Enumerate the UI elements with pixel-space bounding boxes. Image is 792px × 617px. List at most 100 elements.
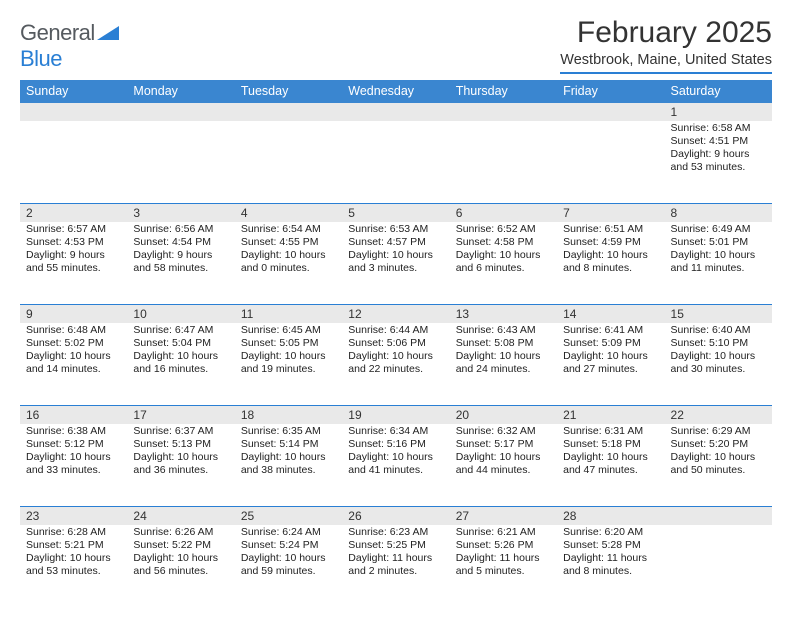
day-cell-body: Sunrise: 6:37 AMSunset: 5:13 PMDaylight:… bbox=[127, 424, 234, 482]
daylight-text: Daylight: 10 hours and 3 minutes. bbox=[348, 249, 443, 275]
sunset-text: Sunset: 5:18 PM bbox=[563, 438, 658, 451]
daylight-text: Daylight: 9 hours and 58 minutes. bbox=[133, 249, 228, 275]
daylight-text: Daylight: 10 hours and 36 minutes. bbox=[133, 451, 228, 477]
daylight-text: Daylight: 10 hours and 59 minutes. bbox=[241, 552, 336, 578]
day-number: 1 bbox=[665, 103, 772, 121]
day-number: 13 bbox=[450, 305, 557, 323]
sunset-text: Sunset: 5:25 PM bbox=[348, 539, 443, 552]
sunset-text: Sunset: 5:14 PM bbox=[241, 438, 336, 451]
daylight-text: Daylight: 10 hours and 53 minutes. bbox=[26, 552, 121, 578]
day-cell: Sunrise: 6:41 AMSunset: 5:09 PMDaylight:… bbox=[557, 323, 664, 405]
logo-triangle-icon bbox=[97, 20, 119, 45]
day-cell: Sunrise: 6:23 AMSunset: 5:25 PMDaylight:… bbox=[342, 525, 449, 607]
day-number: 9 bbox=[20, 305, 127, 323]
day-cell: Sunrise: 6:28 AMSunset: 5:21 PMDaylight:… bbox=[20, 525, 127, 607]
day-cell-body: Sunrise: 6:32 AMSunset: 5:17 PMDaylight:… bbox=[450, 424, 557, 482]
day-number: 23 bbox=[20, 507, 127, 525]
sunrise-text: Sunrise: 6:26 AM bbox=[133, 526, 228, 539]
sunset-text: Sunset: 4:54 PM bbox=[133, 236, 228, 249]
day-number: 11 bbox=[235, 305, 342, 323]
sunrise-text: Sunrise: 6:21 AM bbox=[456, 526, 551, 539]
day-number: 21 bbox=[557, 406, 664, 424]
daylight-text: Daylight: 9 hours and 55 minutes. bbox=[26, 249, 121, 275]
daylight-text: Daylight: 10 hours and 56 minutes. bbox=[133, 552, 228, 578]
sunrise-text: Sunrise: 6:20 AM bbox=[563, 526, 658, 539]
day-cell-body bbox=[20, 121, 127, 126]
day-cell: Sunrise: 6:52 AMSunset: 4:58 PMDaylight:… bbox=[450, 222, 557, 304]
day-cell-body: Sunrise: 6:51 AMSunset: 4:59 PMDaylight:… bbox=[557, 222, 664, 280]
sunrise-text: Sunrise: 6:43 AM bbox=[456, 324, 551, 337]
sunset-text: Sunset: 5:08 PM bbox=[456, 337, 551, 350]
dayhead-tue: Tuesday bbox=[235, 80, 342, 103]
daylight-text: Daylight: 10 hours and 19 minutes. bbox=[241, 350, 336, 376]
header: General Blue February 2025 Westbrook, Ma… bbox=[20, 16, 772, 74]
day-cell: Sunrise: 6:20 AMSunset: 5:28 PMDaylight:… bbox=[557, 525, 664, 607]
day-cell-body: Sunrise: 6:35 AMSunset: 5:14 PMDaylight:… bbox=[235, 424, 342, 482]
day-cell-body: Sunrise: 6:58 AMSunset: 4:51 PMDaylight:… bbox=[665, 121, 772, 179]
daylight-text: Daylight: 10 hours and 0 minutes. bbox=[241, 249, 336, 275]
day-cell-body bbox=[127, 121, 234, 126]
sunrise-text: Sunrise: 6:44 AM bbox=[348, 324, 443, 337]
sunrise-text: Sunrise: 6:24 AM bbox=[241, 526, 336, 539]
day-cell: Sunrise: 6:34 AMSunset: 5:16 PMDaylight:… bbox=[342, 424, 449, 506]
week-row: Sunrise: 6:57 AMSunset: 4:53 PMDaylight:… bbox=[20, 222, 772, 304]
sunset-text: Sunset: 4:58 PM bbox=[456, 236, 551, 249]
day-number: 12 bbox=[342, 305, 449, 323]
sunrise-text: Sunrise: 6:48 AM bbox=[26, 324, 121, 337]
daynum-row: 16171819202122 bbox=[20, 405, 772, 424]
day-cell: Sunrise: 6:48 AMSunset: 5:02 PMDaylight:… bbox=[20, 323, 127, 405]
day-cell: Sunrise: 6:54 AMSunset: 4:55 PMDaylight:… bbox=[235, 222, 342, 304]
day-cell-body bbox=[450, 121, 557, 126]
day-cell: Sunrise: 6:53 AMSunset: 4:57 PMDaylight:… bbox=[342, 222, 449, 304]
day-cell: Sunrise: 6:58 AMSunset: 4:51 PMDaylight:… bbox=[665, 121, 772, 203]
sunset-text: Sunset: 5:28 PM bbox=[563, 539, 658, 552]
day-cell-body: Sunrise: 6:21 AMSunset: 5:26 PMDaylight:… bbox=[450, 525, 557, 583]
day-cell-body: Sunrise: 6:48 AMSunset: 5:02 PMDaylight:… bbox=[20, 323, 127, 381]
daylight-text: Daylight: 9 hours and 53 minutes. bbox=[671, 148, 766, 174]
sunset-text: Sunset: 4:51 PM bbox=[671, 135, 766, 148]
day-number: 19 bbox=[342, 406, 449, 424]
daylight-text: Daylight: 10 hours and 33 minutes. bbox=[26, 451, 121, 477]
day-cell: Sunrise: 6:38 AMSunset: 5:12 PMDaylight:… bbox=[20, 424, 127, 506]
day-number: 18 bbox=[235, 406, 342, 424]
sunset-text: Sunset: 5:01 PM bbox=[671, 236, 766, 249]
day-cell: Sunrise: 6:29 AMSunset: 5:20 PMDaylight:… bbox=[665, 424, 772, 506]
daylight-text: Daylight: 10 hours and 6 minutes. bbox=[456, 249, 551, 275]
day-cell-body: Sunrise: 6:54 AMSunset: 4:55 PMDaylight:… bbox=[235, 222, 342, 280]
day-cell bbox=[450, 121, 557, 203]
location-text: Westbrook, Maine, United States bbox=[560, 52, 772, 74]
day-number: 27 bbox=[450, 507, 557, 525]
sunset-text: Sunset: 4:55 PM bbox=[241, 236, 336, 249]
sunrise-text: Sunrise: 6:32 AM bbox=[456, 425, 551, 438]
day-number: 14 bbox=[557, 305, 664, 323]
day-number bbox=[342, 103, 449, 121]
day-cell bbox=[342, 121, 449, 203]
logo-text: General Blue bbox=[20, 20, 119, 72]
day-cell bbox=[127, 121, 234, 203]
day-cell-body bbox=[557, 121, 664, 126]
day-number: 3 bbox=[127, 204, 234, 222]
day-cell bbox=[20, 121, 127, 203]
day-number: 17 bbox=[127, 406, 234, 424]
day-cell-body: Sunrise: 6:56 AMSunset: 4:54 PMDaylight:… bbox=[127, 222, 234, 280]
daylight-text: Daylight: 11 hours and 8 minutes. bbox=[563, 552, 658, 578]
sunrise-text: Sunrise: 6:35 AM bbox=[241, 425, 336, 438]
day-cell bbox=[557, 121, 664, 203]
sunrise-text: Sunrise: 6:28 AM bbox=[26, 526, 121, 539]
day-number: 24 bbox=[127, 507, 234, 525]
sunrise-text: Sunrise: 6:54 AM bbox=[241, 223, 336, 236]
week-row: Sunrise: 6:38 AMSunset: 5:12 PMDaylight:… bbox=[20, 424, 772, 506]
day-cell-body: Sunrise: 6:38 AMSunset: 5:12 PMDaylight:… bbox=[20, 424, 127, 482]
day-cell: Sunrise: 6:32 AMSunset: 5:17 PMDaylight:… bbox=[450, 424, 557, 506]
dayhead-wed: Wednesday bbox=[342, 80, 449, 103]
day-cell-body: Sunrise: 6:31 AMSunset: 5:18 PMDaylight:… bbox=[557, 424, 664, 482]
day-cell-body: Sunrise: 6:45 AMSunset: 5:05 PMDaylight:… bbox=[235, 323, 342, 381]
dayhead-fri: Friday bbox=[557, 80, 664, 103]
daylight-text: Daylight: 10 hours and 38 minutes. bbox=[241, 451, 336, 477]
day-cell: Sunrise: 6:57 AMSunset: 4:53 PMDaylight:… bbox=[20, 222, 127, 304]
sunset-text: Sunset: 4:57 PM bbox=[348, 236, 443, 249]
daylight-text: Daylight: 10 hours and 8 minutes. bbox=[563, 249, 658, 275]
day-cell: Sunrise: 6:49 AMSunset: 5:01 PMDaylight:… bbox=[665, 222, 772, 304]
sunset-text: Sunset: 5:02 PM bbox=[26, 337, 121, 350]
sunset-text: Sunset: 4:59 PM bbox=[563, 236, 658, 249]
